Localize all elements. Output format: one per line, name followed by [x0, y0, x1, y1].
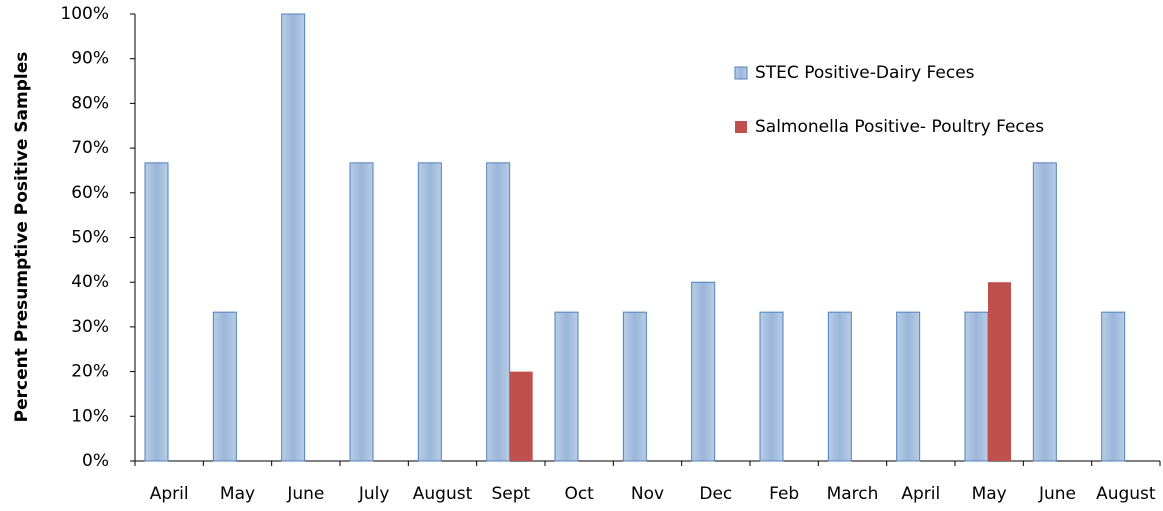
y-tick-label: 60% — [71, 183, 109, 203]
y-tick-label: 90% — [71, 49, 109, 69]
x-tick-label: July — [358, 484, 390, 504]
x-tick-label: April — [901, 484, 940, 504]
bar — [417, 162, 442, 462]
legend-swatch — [734, 66, 748, 80]
x-tick-label: August — [1096, 484, 1156, 504]
y-tick-label: 100% — [60, 4, 109, 24]
x-tick-label: March — [827, 484, 879, 504]
y-tick-label: 70% — [71, 138, 109, 158]
y-tick-label: 20% — [71, 362, 109, 382]
y-tick-label: 10% — [71, 406, 109, 426]
bar — [622, 311, 647, 462]
y-tick-label: 40% — [71, 272, 109, 292]
legend-label: Salmonella Positive- Poultry Feces — [755, 117, 1044, 137]
y-axis-label: Percent Presumptive Positive Samples — [12, 52, 32, 423]
bar — [759, 311, 784, 462]
bar — [509, 371, 533, 461]
x-tick-label: May — [972, 484, 1007, 504]
x-tick-label: June — [1038, 484, 1076, 504]
legend-swatch — [735, 121, 747, 133]
x-tick-label: Oct — [564, 484, 594, 504]
x-tick-label: Feb — [769, 484, 799, 504]
bar — [827, 311, 852, 462]
bar — [988, 282, 1011, 461]
x-tick-label: May — [220, 484, 255, 504]
bar — [281, 13, 306, 462]
x-tick-label: April — [150, 484, 189, 504]
bar — [691, 281, 716, 462]
bar — [212, 311, 237, 462]
legend-label: STEC Positive-Dairy Feces — [755, 63, 975, 83]
y-tick-label: 0% — [82, 451, 109, 471]
bar — [1032, 162, 1057, 462]
bar — [1101, 311, 1126, 462]
x-tick-label: Dec — [699, 484, 732, 504]
bar — [486, 162, 511, 462]
y-tick-label: 50% — [71, 228, 109, 248]
x-tick-label: Nov — [631, 484, 664, 504]
x-tick-label: Sept — [491, 484, 530, 504]
bar — [964, 311, 989, 462]
x-tick-label: June — [286, 484, 324, 504]
bar — [896, 311, 921, 462]
y-tick-label: 30% — [71, 317, 109, 337]
y-tick-label: 80% — [71, 93, 109, 113]
x-tick-label: August — [413, 484, 473, 504]
bar — [144, 162, 169, 462]
bar — [554, 311, 579, 462]
bar — [349, 162, 374, 462]
